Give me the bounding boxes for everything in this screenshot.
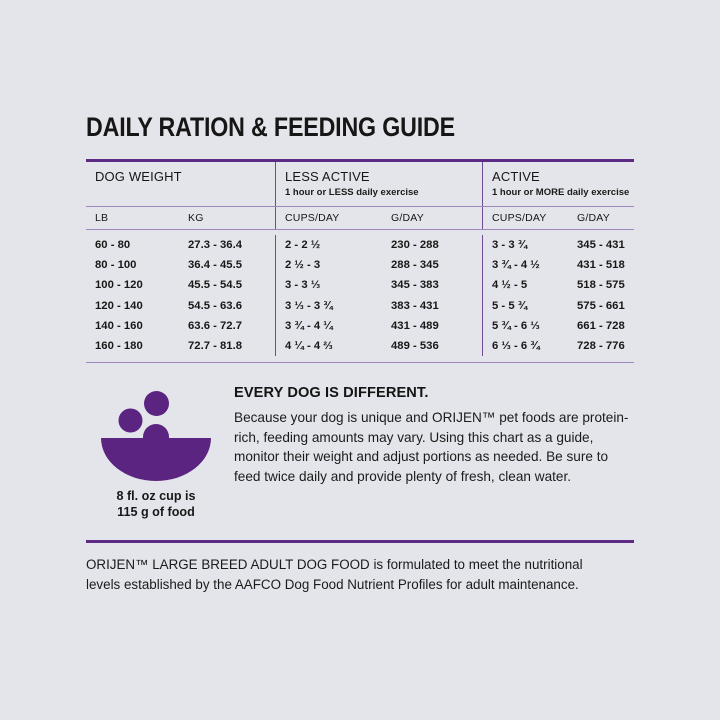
column-header-less-active-grams: G/DAY [391, 212, 424, 224]
cell-active-cups: 3 ¾ - 4 ½ [482, 255, 568, 276]
cell-lb: 160 - 180 [95, 340, 143, 353]
table-row: 140 - 160 63.6 - 72.7 3 ¾ - 4 ¼ 431 - 48… [86, 315, 634, 337]
column-header-active-grams: G/DAY [577, 212, 610, 224]
cell-active-grams: 575 - 661 [577, 299, 625, 312]
bowl-caption-line-1: 8 fl. oz cup is [116, 489, 196, 504]
page-title: DAILY RATION & FEEDING GUIDE [86, 112, 455, 142]
cell-less-active-grams: 489 - 536 [391, 340, 439, 353]
cell-kg: 54.5 - 63.6 [188, 299, 243, 312]
note-heading: EVERY DOG IS DIFFERENT. [234, 385, 429, 402]
feeding-table: DOG WEIGHT LESS ACTIVE 1 hour or LESS da… [86, 159, 634, 364]
cell-less-active-grams: 288 - 345 [391, 259, 439, 272]
table-top-rule [86, 159, 634, 162]
cell-less-active-cups: 3 ⅓ - 3 ¾ [275, 295, 382, 316]
table-row: 160 - 180 72.7 - 81.8 4 ¼ - 4 ⅔ 489 - 53… [86, 336, 634, 357]
column-header-active-cups: CUPS/DAY [482, 207, 568, 229]
group-header-active: ACTIVE 1 hour or MORE daily exercise [482, 162, 634, 206]
cell-lb: 140 - 160 [95, 319, 143, 332]
table-header-divider-bottom [86, 229, 634, 230]
table-row: 100 - 120 45.5 - 54.5 3 - 3 ⅓ 345 - 383 … [86, 275, 634, 296]
cell-lb: 100 - 120 [95, 279, 143, 292]
cell-lb: 120 - 140 [95, 299, 143, 312]
cell-active-cups: 4 ½ - 5 [482, 275, 568, 296]
group-header-less-active: LESS ACTIVE 1 hour or LESS daily exercis… [275, 162, 482, 206]
cell-less-active-grams: 383 - 431 [391, 299, 439, 312]
footer-top-rule [86, 540, 634, 544]
cell-kg: 36.4 - 45.5 [188, 259, 243, 272]
cell-less-active-cups: 2 ½ - 3 [275, 255, 382, 276]
cell-less-active-cups: 3 - 3 ⅓ [275, 275, 382, 296]
table-body: 60 - 80 27.3 - 36.4 2 - 2 ½ 230 - 288 3 … [86, 230, 634, 362]
cell-active-grams: 661 - 728 [577, 319, 625, 332]
column-header-lb: LB [95, 212, 109, 224]
cell-kg: 45.5 - 54.5 [188, 279, 243, 292]
table-row: 80 - 100 36.4 - 45.5 2 ½ - 3 288 - 345 3… [86, 255, 634, 276]
table-column-header-row: LB KG CUPS/DAY G/DAY CUPS/DAY G/DAY [86, 207, 634, 229]
content-sheet: DAILY RATION & FEEDING GUIDE DOG WEIGHT … [86, 112, 634, 594]
column-header-less-active-cups: CUPS/DAY [275, 207, 382, 229]
bowl-column: 8 fl. oz cup is 115 g of food [86, 385, 226, 520]
cell-active-grams: 345 - 431 [577, 239, 625, 251]
cell-active-cups: 6 ⅓ - 6 ¾ [482, 336, 568, 357]
cell-active-cups: 3 - 3 ¾ [482, 235, 568, 256]
note-body: Because your dog is unique and ORIJEN™ p… [234, 410, 629, 484]
table-row: 60 - 80 27.3 - 36.4 2 - 2 ½ 230 - 288 3 … [86, 235, 634, 256]
cell-lb: 60 - 80 [95, 239, 131, 251]
cell-active-grams: 518 - 575 [577, 279, 625, 292]
cell-kg: 27.3 - 36.4 [188, 239, 243, 251]
table-group-header-row: DOG WEIGHT LESS ACTIVE 1 hour or LESS da… [86, 162, 634, 206]
table-row: 120 - 140 54.5 - 63.6 3 ⅓ - 3 ¾ 383 - 43… [86, 295, 634, 316]
cell-active-grams: 431 - 518 [577, 259, 625, 272]
group-title: DOG WEIGHT [95, 169, 182, 184]
group-title: ACTIVE [492, 169, 540, 184]
group-subtitle: 1 hour or LESS daily exercise [285, 187, 419, 198]
cell-active-grams: 728 - 776 [577, 340, 625, 353]
table-header-divider-top [86, 206, 634, 207]
cell-active-cups: 5 ¾ - 6 ⅓ [482, 315, 568, 337]
cell-kg: 72.7 - 81.8 [188, 340, 243, 353]
cell-kg: 63.6 - 72.7 [188, 319, 243, 332]
cell-less-active-grams: 431 - 489 [391, 319, 439, 332]
every-dog-note-section: 8 fl. oz cup is 115 g of food EVERY DOG … [86, 385, 634, 520]
cell-active-cups: 5 - 5 ¾ [482, 295, 568, 316]
cell-less-active-cups: 3 ¾ - 4 ¼ [275, 315, 382, 337]
dog-food-bowl-icon [101, 389, 211, 482]
cell-less-active-grams: 345 - 383 [391, 279, 439, 292]
column-header-kg: KG [188, 212, 204, 224]
aafco-footer: ORIJEN™ LARGE BREED ADULT DOG FOOD is fo… [86, 540, 634, 594]
cell-lb: 80 - 100 [95, 259, 137, 272]
note-text-column: EVERY DOG IS DIFFERENT. Because your dog… [226, 385, 634, 486]
group-title: LESS ACTIVE [285, 169, 370, 184]
cell-less-active-cups: 2 - 2 ½ [275, 235, 382, 256]
cell-less-active-cups: 4 ¼ - 4 ⅔ [275, 336, 382, 357]
aafco-statement: ORIJEN™ LARGE BREED ADULT DOG FOOD is fo… [86, 557, 583, 592]
bowl-caption-line-2: 115 g of food [117, 505, 195, 520]
group-subtitle: 1 hour or MORE daily exercise [492, 187, 630, 198]
group-header-dog-weight: DOG WEIGHT [86, 162, 275, 206]
cell-less-active-grams: 230 - 288 [391, 239, 439, 251]
bowl-caption: 8 fl. oz cup is 115 g of food [86, 488, 226, 520]
table-bottom-rule [86, 362, 634, 364]
